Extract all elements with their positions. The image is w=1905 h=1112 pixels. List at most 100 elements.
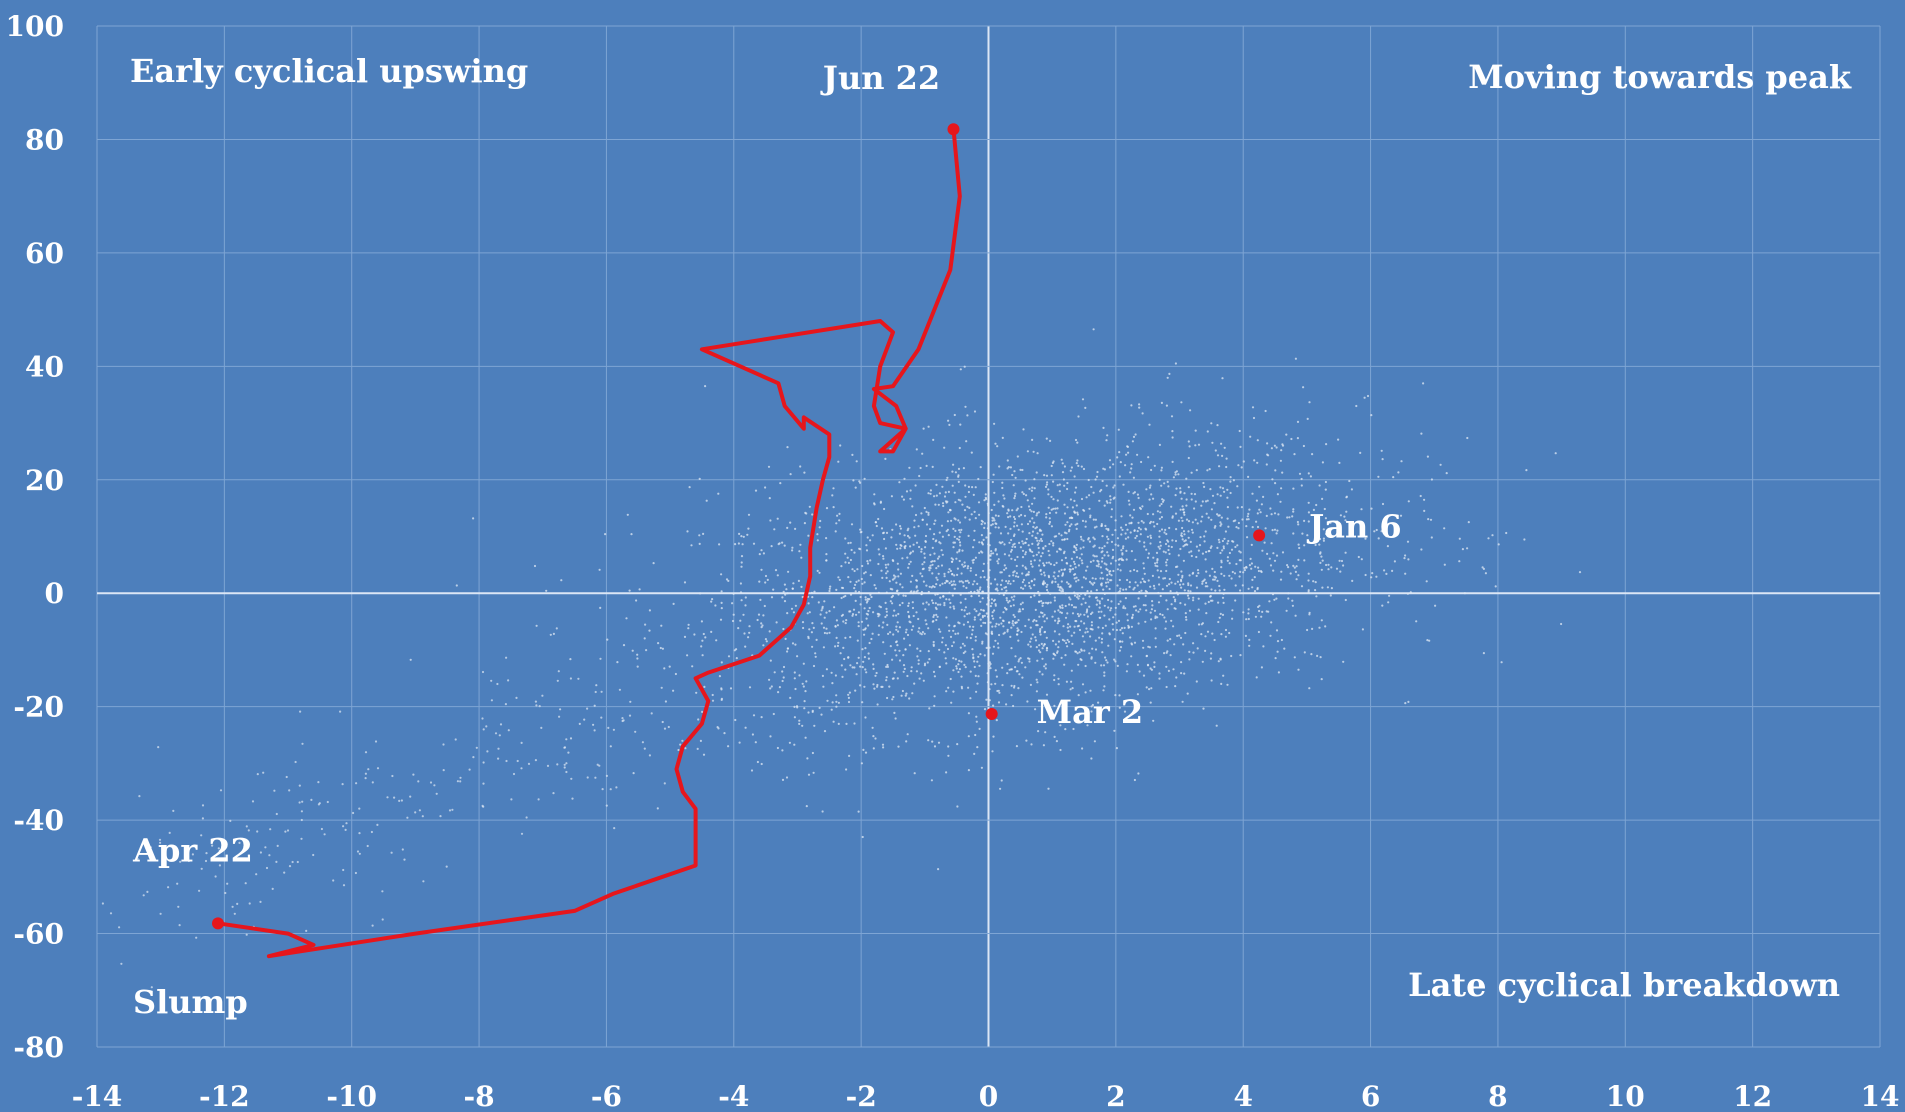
background-scatter-point [952,657,955,660]
background-scatter-point [1190,471,1193,474]
background-scatter-point [1256,461,1259,464]
background-scatter-point [195,936,198,939]
background-scatter-point [802,685,805,688]
background-scatter-point [798,719,801,722]
background-scatter-point [1306,417,1309,420]
background-scatter-point [1028,520,1032,523]
background-scatter-point [969,697,972,700]
background-scatter-point [927,603,930,606]
background-scatter-point [769,735,772,738]
background-scatter-point [1231,570,1234,574]
background-scatter-point [892,574,896,577]
background-scatter-point [769,687,772,690]
background-scatter-point [832,487,835,490]
background-scatter-point [1203,535,1206,538]
background-scatter-point [1134,605,1137,608]
background-scatter-point [1052,657,1055,660]
background-scatter-point [454,738,457,741]
background-scatter-point [895,581,898,584]
background-scatter-point [839,652,842,655]
background-scatter-point [634,730,637,733]
background-scatter-point [1120,549,1123,552]
background-scatter-point [459,776,462,779]
background-scatter-point [1237,521,1240,525]
background-scatter-point [1032,510,1035,513]
background-scatter-point [866,597,869,601]
background-scatter-point [271,887,274,891]
background-scatter-point [1303,651,1306,654]
background-scatter-point [831,494,834,497]
background-scatter-point [1307,590,1310,594]
background-scatter-point [885,566,888,569]
background-scatter-point [1056,484,1059,487]
background-scatter-point [886,696,889,700]
background-scatter-point [1076,612,1079,616]
background-scatter-point [854,689,857,692]
background-scatter-point [1255,676,1258,679]
background-scatter-point [905,740,908,743]
background-scatter-point [978,551,981,555]
background-scatter-point [945,580,948,583]
background-scatter-point [936,578,939,581]
background-scatter-point [920,593,923,596]
background-scatter-point [342,884,346,887]
background-scatter-point [1181,519,1184,522]
background-scatter-point [1056,550,1059,553]
background-scatter-point [891,658,894,661]
background-scatter-point [991,632,994,636]
background-scatter-point [1181,505,1184,508]
background-scatter-point [1078,557,1081,560]
background-scatter-point [786,446,789,449]
background-scatter-point [925,523,929,526]
background-scatter-point [1065,581,1069,584]
background-scatter-point [1314,540,1317,544]
background-scatter-point [1031,633,1034,636]
background-scatter-point [1025,739,1028,742]
background-scatter-point [1013,684,1016,688]
background-scatter-point [1345,496,1348,499]
background-scatter-point [1205,570,1208,573]
background-scatter-point [1066,612,1069,615]
background-scatter-point [451,808,454,811]
background-scatter-point [982,621,985,624]
background-scatter-point [1202,481,1205,485]
background-scatter-point [1107,644,1110,647]
background-scatter-point [996,642,1000,645]
background-scatter-point [985,612,988,615]
background-scatter-point [1110,508,1113,511]
background-scatter-point [1044,601,1048,604]
background-scatter-point [1037,590,1040,594]
background-scatter-point [901,557,904,560]
background-scatter-point [1206,469,1209,472]
background-scatter-point [1124,523,1128,527]
background-scatter-point [1233,572,1237,575]
background-scatter-point [994,514,998,517]
background-scatter-point [1251,586,1254,589]
background-scatter-point [961,549,964,552]
background-scatter-point [1165,561,1168,564]
background-scatter-point [1127,451,1130,454]
background-scatter-point [1080,559,1083,562]
background-scatter-point [786,592,789,595]
background-scatter-point [1222,592,1225,595]
background-scatter-point [1103,671,1106,674]
background-scatter-point [908,536,911,539]
background-scatter-point [847,693,850,696]
background-scatter-point [807,534,810,537]
background-scatter-point [927,513,930,516]
background-scatter-point [1040,642,1043,646]
background-scatter-point [1210,679,1213,682]
background-scatter-point [1001,666,1004,669]
background-scatter-point [1136,584,1139,587]
background-scatter-point [1207,600,1210,604]
background-scatter-point [985,498,988,501]
background-scatter-point [1036,452,1039,455]
background-scatter-point [1013,595,1016,598]
background-scatter-point [1150,608,1153,611]
background-scatter-point [958,550,961,553]
background-scatter-point [875,524,878,528]
background-scatter-point [1066,521,1069,524]
background-scatter-point [1306,628,1309,632]
background-scatter-point [1322,537,1325,540]
background-scatter-point [1103,674,1106,677]
